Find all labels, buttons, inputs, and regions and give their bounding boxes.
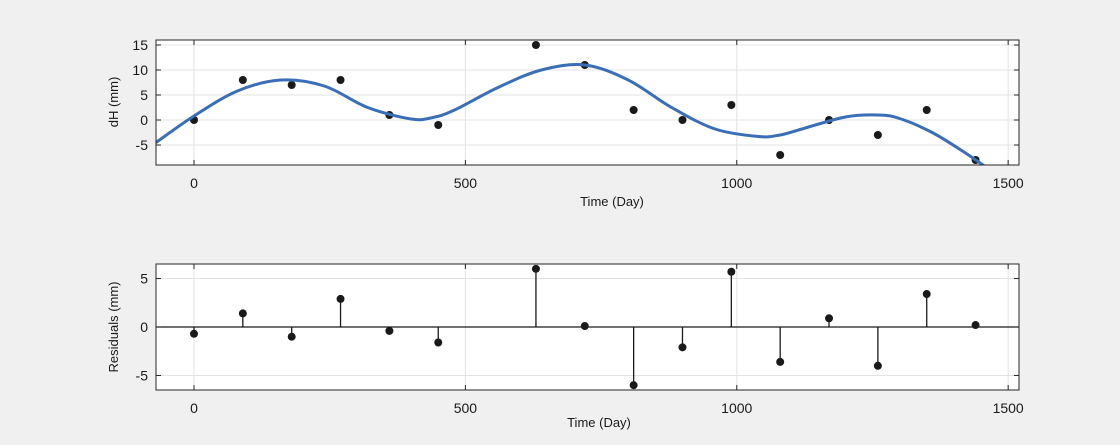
data-point (727, 101, 735, 109)
x-tick-label: 1000 (721, 400, 752, 416)
residual-point (727, 268, 735, 276)
data-point (630, 106, 638, 114)
y-tick-label: 0 (140, 319, 148, 335)
residual-point (532, 265, 540, 273)
data-point (434, 121, 442, 129)
y-tick-label: 5 (140, 87, 148, 103)
data-point (239, 76, 247, 84)
residual-point (337, 295, 345, 303)
residual-point (190, 330, 198, 338)
residual-point (776, 358, 784, 366)
data-point (776, 151, 784, 159)
y-axis-label: Residuals (mm) (106, 281, 121, 372)
residual-point (972, 321, 980, 329)
y-axis-label: dH (mm) (106, 77, 121, 128)
data-point (678, 116, 686, 124)
residual-point (288, 333, 296, 341)
dh-chart: 0 500 1000 1500 -5 0 5 10 15 Time (Day) dH (mm) (106, 37, 1024, 209)
x-tick-label: 1500 (993, 175, 1024, 191)
residual-point (239, 309, 247, 317)
y-tick-label: -5 (136, 367, 149, 383)
data-point (288, 81, 296, 89)
residual-point (874, 362, 882, 370)
y-tick-label: 5 (140, 271, 148, 287)
residual-point (385, 327, 393, 335)
y-tick-label: 15 (132, 37, 148, 53)
plot-area (156, 40, 1019, 165)
residual-point (923, 290, 931, 298)
residuals-chart: 0 500 1000 1500 -5 0 5 Time (Day) Residuals (m… (106, 264, 1024, 430)
residual-point (581, 322, 589, 330)
y-tick-label: -5 (136, 137, 149, 153)
residual-point (630, 381, 638, 389)
y-tick-label: 10 (132, 62, 148, 78)
x-tick-label: 0 (190, 175, 198, 191)
data-point (532, 41, 540, 49)
x-axis-label: Time (Day) (580, 194, 644, 209)
data-point (874, 131, 882, 139)
y-tick-label: 0 (140, 112, 148, 128)
x-tick-label: 500 (454, 175, 478, 191)
data-point (337, 76, 345, 84)
residual-point (678, 343, 686, 351)
x-tick-label: 500 (454, 400, 478, 416)
data-point (923, 106, 931, 114)
x-tick-label: 1500 (993, 400, 1024, 416)
residual-point (825, 314, 833, 322)
x-axis-label: Time (Day) (567, 415, 631, 430)
x-tick-label: 1000 (721, 175, 752, 191)
x-tick-label: 0 (190, 400, 198, 416)
residual-point (434, 339, 442, 347)
